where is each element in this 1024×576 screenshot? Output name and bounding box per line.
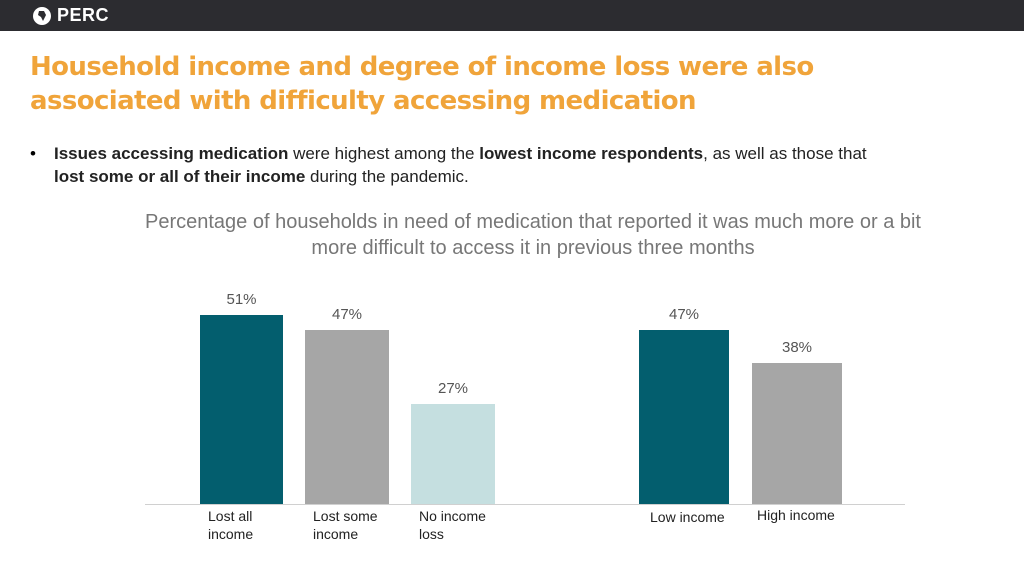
category-label: Lost all income [208, 508, 254, 542]
bullet-segment: Issues accessing medication [54, 144, 289, 163]
bullet-segment: were highest among the [288, 144, 480, 163]
logo: PERC [57, 5, 110, 25]
value-label: 51% [226, 290, 257, 308]
category-label: Low income [650, 509, 725, 525]
top-bar: PERC [0, 0, 1024, 31]
value-label: 38% [781, 339, 813, 357]
value-label: 47% [331, 305, 363, 323]
chart-title: Percentage of households in need of medi… [144, 211, 921, 259]
logo-icon [33, 7, 51, 25]
bullet-segment: during the pandemic. [305, 167, 469, 186]
bullet-segment: lost some or all of their income [54, 167, 306, 186]
bar [200, 314, 283, 504]
slide-title: Household income and degree of income lo… [30, 52, 814, 116]
bullet-segment: , as well as those that [703, 144, 867, 163]
bar [752, 363, 842, 504]
bullet-segment: lowest income respondents [479, 144, 704, 163]
baseline [145, 504, 905, 505]
category-label: Lost some income [313, 508, 378, 542]
category-label: High income [757, 507, 835, 523]
value-label: 47% [668, 305, 700, 323]
category-label: No income loss [419, 508, 486, 542]
bullet-text: Issues accessing medication were highest… [54, 142, 874, 188]
bar [411, 403, 495, 504]
bullet-dot: • [30, 144, 36, 163]
bar [305, 329, 389, 504]
value-label: 27% [437, 379, 469, 397]
bar [639, 329, 729, 504]
